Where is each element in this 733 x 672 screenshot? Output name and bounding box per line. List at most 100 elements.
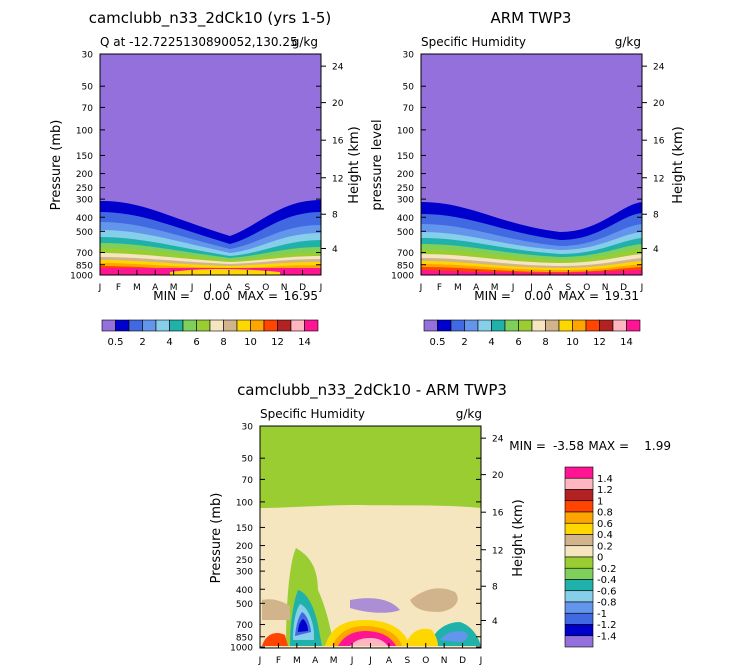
colorbar-swatch	[209, 319, 224, 332]
height-axis: 24 20 16 12 8 4	[321, 63, 344, 255]
colorbar-label: 0.2	[597, 541, 613, 552]
colorbar-swatch	[196, 319, 211, 332]
y-tick-label: 200	[397, 170, 414, 180]
right-axis-label: Height (km)	[347, 126, 362, 203]
height-tick-label: 16	[653, 137, 665, 147]
x-tick-label: O	[583, 283, 590, 293]
colorbar-swatch	[572, 319, 587, 332]
x-tick-label: J	[350, 656, 354, 666]
colorbar-swatch	[169, 319, 184, 332]
colorbar-swatch	[423, 319, 438, 332]
colorbar-swatch	[115, 319, 130, 332]
x-tick-label: M	[293, 656, 301, 666]
y-tick-label: 850	[236, 633, 253, 643]
y-tick-label: 100	[76, 126, 93, 136]
panel-model: camclubb_n33_2dCk10 (yrs 1-5) Q at -12.7…	[49, 9, 362, 348]
colorbar-swatch	[531, 319, 546, 332]
x-tick-label: J	[258, 656, 262, 666]
x-tick-label: M	[330, 656, 338, 666]
y-tick-label: 700	[76, 249, 93, 259]
y-tick-label: 200	[76, 170, 93, 180]
panel-title: camclubb_n33_2dCk10 - ARM TWP3	[237, 381, 507, 400]
colorbar-swatch	[101, 319, 116, 332]
y-tick-label: 70	[82, 104, 94, 114]
y-tick-label: 150	[236, 524, 253, 534]
x-tick-label: D	[459, 656, 466, 666]
colorbar-label: 10	[244, 337, 257, 348]
max-value: 19.31	[605, 289, 639, 303]
x-tick-label: M	[491, 283, 499, 293]
x-tick-label: O	[422, 656, 429, 666]
colorbar-swatch	[236, 319, 251, 332]
colorbar-swatch	[504, 319, 519, 332]
colorbar-swatch	[277, 319, 292, 332]
colorbar: 1.41.210.80.60.40.20-0.2-0.4-0.6-0.8-1-1…	[564, 466, 617, 648]
panel-subtitle: Specific Humidity	[260, 407, 365, 421]
height-tick-label: 8	[332, 211, 338, 221]
panel-subtitle: Specific Humidity	[421, 35, 526, 49]
x-tick-label: J	[640, 283, 644, 293]
min-label: MIN =	[509, 439, 546, 453]
colorbar-swatch	[564, 624, 594, 637]
panel-observed: ARM TWP3 Specific Humidity g/kg pressure…	[370, 9, 686, 348]
height-tick-label: 20	[492, 471, 504, 481]
colorbar-swatch	[304, 319, 319, 332]
contour-band	[405, 628, 438, 646]
colorbar-label: 6	[193, 337, 199, 348]
height-tick-label: 24	[492, 435, 504, 445]
colorbar-label: 0.5	[108, 337, 124, 348]
max-value: 1.99	[644, 439, 671, 453]
unit-label: g/kg	[615, 35, 641, 49]
y-tick-label: 70	[403, 104, 415, 114]
x-tick-label: N	[281, 283, 288, 293]
colorbar-label: 10	[566, 337, 579, 348]
x-tick-label: J	[319, 283, 323, 293]
colorbar-swatch	[612, 319, 627, 332]
y-tick-label: 1000	[230, 644, 253, 654]
height-tick-label: 8	[492, 583, 498, 593]
contour-band	[262, 599, 290, 620]
colorbar-swatch	[450, 319, 465, 332]
colorbar-swatch	[128, 319, 143, 332]
colorbar-label: 0	[597, 553, 603, 564]
contour-band	[262, 633, 288, 646]
min-label: MIN =	[153, 289, 190, 303]
y-tick-label: 400	[397, 214, 414, 224]
height-tick-label: 16	[332, 137, 344, 147]
unit-label: g/kg	[292, 35, 318, 49]
x-tick-label: M	[170, 283, 178, 293]
y-tick-label: 500	[236, 600, 253, 610]
colorbar-label: 0.4	[597, 530, 613, 541]
colorbar: 0.5 2 4 6 8 10 12 14	[423, 319, 641, 348]
colorbar-swatch	[250, 319, 265, 332]
x-tick-label: S	[244, 283, 250, 293]
y-tick-label: 150	[76, 152, 93, 162]
height-tick-label: 4	[332, 245, 338, 255]
height-tick-label: 20	[653, 99, 665, 109]
x-tick-label: A	[312, 656, 319, 666]
y-tick-label: 50	[403, 83, 415, 93]
colorbar-swatch	[491, 319, 506, 332]
colorbar-label: 12	[593, 337, 606, 348]
colorbar-swatch	[564, 534, 594, 547]
colorbar-label: 4	[488, 337, 494, 348]
height-tick-label: 4	[492, 617, 498, 627]
colorbar-swatch	[564, 545, 594, 558]
contour-band	[298, 619, 308, 632]
y-tick-label: 400	[236, 586, 253, 596]
colorbar-label: 4	[166, 337, 172, 348]
colorbar-swatch	[564, 612, 594, 625]
y-tick-label: 100	[397, 126, 414, 136]
y-tick-label: 250	[76, 184, 93, 194]
colorbar-swatch	[564, 556, 594, 569]
colorbar-label: 14	[620, 337, 633, 348]
y-tick-label: 70	[242, 476, 254, 486]
colorbar-label: -1	[597, 609, 607, 620]
colorbar-label: 1	[597, 496, 603, 507]
colorbar-swatch	[564, 522, 594, 535]
y-tick-label: 700	[236, 621, 253, 631]
x-tick-label: J	[208, 283, 212, 293]
y-tick-label: 250	[397, 184, 414, 194]
